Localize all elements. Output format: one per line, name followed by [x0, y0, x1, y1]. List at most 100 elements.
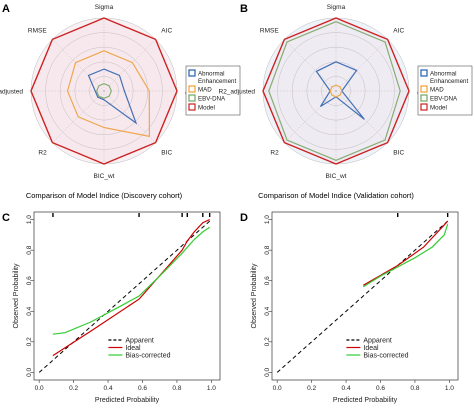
legend-swatch: [420, 103, 428, 111]
panel-a: A SigmaAICAIC_wtBICBIC_wtR2R2_adjustedRM…: [0, 3, 241, 200]
radar-series-ebv-dna: [268, 21, 401, 161]
calibration-chart-d: 0.0 0.2 0.4 0.6 0.8 1.0 0.0 0.2 0.4 0.6 0.8 1.0 Pred…: [251, 211, 459, 404]
plot-frame: [271, 211, 459, 381]
y-tick-label: 1.0: [264, 215, 271, 224]
x-tick-label: 1.0: [445, 385, 454, 392]
legend-swatch: [188, 103, 196, 111]
panel-label-b: B: [240, 3, 248, 15]
radar-series-abnormal-enhancement: [87, 68, 138, 125]
calibration-chart-c: 0.0 0.2 0.4 0.6 0.8 1.0 0.0 0.2 0.4 0.6 0.8 1.0 Pred…: [13, 211, 221, 404]
x-tick-label: 0.4: [342, 385, 351, 392]
legend-label: Abnormal: [198, 71, 224, 78]
radar-spoke: [284, 90, 337, 143]
legend-label: Model: [198, 105, 215, 112]
panel-d: D 0.0 0.2 0.4 0.6 0.8 1.0 0.0 0.2 0.4 0.6 0.8 1.0 Pr…: [240, 211, 459, 404]
radar-series-model: [262, 17, 410, 165]
x-tick-label: 0.8: [172, 385, 181, 392]
series-ideal: [52, 219, 210, 357]
y-tick-label: 0.4: [264, 306, 271, 315]
radar-axis-label: AIC: [161, 28, 172, 35]
x-tick-label: 0.2: [307, 385, 316, 392]
legend-swatch: [420, 94, 428, 102]
x-tick-label: 1.0: [207, 385, 216, 392]
legend-label: Model: [430, 105, 447, 112]
radar-grid-ring: [59, 46, 149, 136]
series-bias-corrected: [52, 226, 211, 335]
radar-axis-label: RMSE: [28, 28, 47, 35]
x-tick-label: 0.0: [273, 385, 282, 392]
radar-series-mad: [66, 50, 151, 138]
y-tick-label: 0.2: [26, 337, 33, 346]
y-tick-label: 0.0: [264, 367, 271, 376]
radar-axis-label: BIC: [161, 149, 172, 156]
radar-grid-ring: [321, 76, 351, 106]
legend-label: Ideal: [125, 345, 141, 352]
legend-label: Bias-corrected: [363, 353, 408, 360]
radar-title-b: Comparison of Model Indice (Validation c…: [258, 191, 414, 200]
legend-label: EBV-DNA: [198, 96, 226, 103]
legend-swatch: [188, 94, 196, 102]
radar-grid-ring: [291, 46, 381, 136]
radar-series-model: [30, 17, 178, 165]
legend-swatch: [420, 85, 428, 93]
panel-label-a: A: [2, 3, 10, 15]
y-tick-label: 0.4: [26, 306, 33, 315]
radar-spoke: [284, 39, 337, 92]
y-axis-label: Observed Probability: [251, 263, 258, 328]
radar-grid-ring: [74, 61, 134, 121]
legend-label: Bias-corrected: [125, 353, 170, 360]
legend-swatch: [188, 69, 196, 77]
series-ideal: [363, 220, 449, 286]
y-axis-label: Observed Probability: [13, 263, 20, 328]
y-tick-label: 1.0: [26, 215, 33, 224]
radar-spoke: [103, 90, 156, 143]
legend-swatch: [420, 69, 428, 77]
radar-spoke: [103, 39, 156, 92]
radar-axis-label: Sigma: [95, 4, 114, 11]
x-tick-label: 0.0: [35, 385, 44, 392]
y-tick-label: 0.6: [26, 276, 33, 285]
legend-label: Enhancement: [430, 78, 468, 85]
x-tick-label: 0.8: [410, 385, 419, 392]
radar-axis-label: BIC_wt: [326, 173, 347, 180]
radar-axis-label: R2_adjusted: [0, 89, 23, 96]
legend-label: MAD: [198, 87, 212, 94]
panel-c: C 0.0 0.2 0.4 0.6 0.8 1.0 0.0 0.2 0.4 0.6 0.8 1.0 Pr…: [2, 211, 221, 404]
panel-b: B SigmaAICAIC_wtBICBIC_wtR2R2_adjustedRM…: [219, 3, 473, 200]
x-tick-label: 0.6: [376, 385, 385, 392]
legend-label: Ideal: [363, 345, 379, 352]
radar-series-ebv-dna: [96, 83, 112, 99]
panel-label-d: D: [240, 212, 248, 224]
x-axis-label: Predicted Probability: [333, 397, 398, 404]
series-apparent: [276, 219, 450, 373]
radar-grid-ring: [89, 76, 119, 106]
radar-axis-label: R2: [38, 149, 47, 156]
radar-title-a: Comparison of Model Indice (Discovery co…: [26, 191, 183, 200]
y-tick-label: 0.8: [264, 245, 271, 254]
radar-axis-label: AIC: [393, 28, 404, 35]
legend-label: Apparent: [363, 338, 391, 345]
panel-label-c: C: [2, 212, 10, 224]
radar-axis-label: R2_adjusted: [219, 89, 256, 96]
radar-axis-label: Sigma: [327, 4, 346, 11]
legend-swatch: [188, 85, 196, 93]
x-tick-label: 0.4: [104, 385, 113, 392]
legend-label: EBV-DNA: [430, 96, 458, 103]
radar-axis-label: BIC_wt: [94, 173, 115, 180]
y-tick-label: 0.8: [26, 245, 33, 254]
legend-label: MAD: [430, 87, 444, 94]
legend-label: Abnormal: [430, 71, 456, 78]
radar-axis-label: R2: [270, 149, 279, 156]
y-tick-label: 0.2: [264, 337, 271, 346]
y-tick-label: 0.6: [264, 276, 271, 285]
radar-series-mad: [329, 84, 343, 98]
radar-spoke: [52, 39, 105, 92]
plot-frame: [33, 211, 221, 381]
radar-axis-label: RMSE: [260, 28, 279, 35]
series-bias-corrected: [362, 224, 449, 288]
series-apparent: [38, 219, 212, 373]
radar-spoke: [335, 39, 388, 92]
